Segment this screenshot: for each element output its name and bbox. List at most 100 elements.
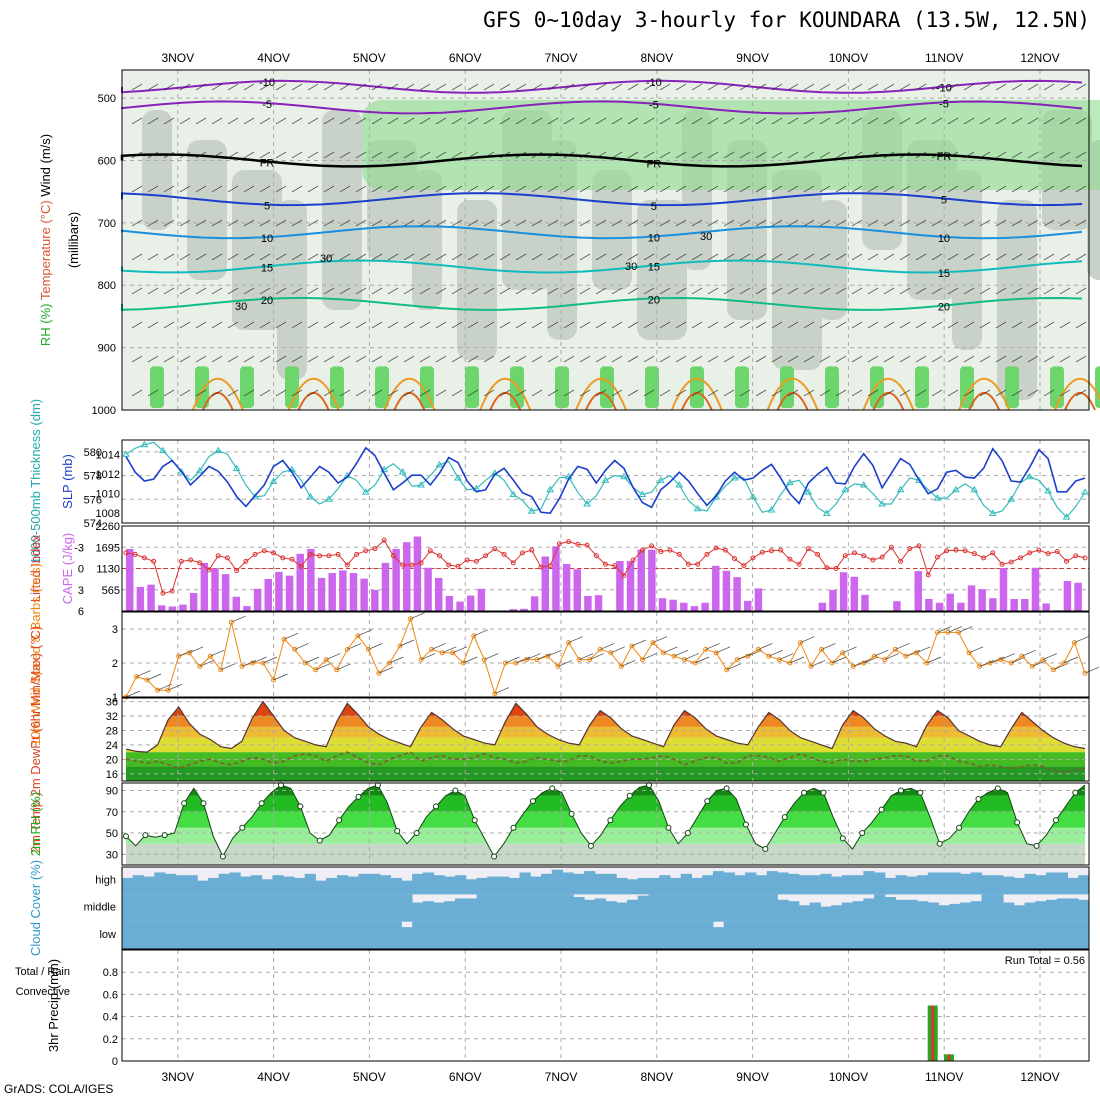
cloud-cell — [895, 921, 907, 949]
cloud-cell — [250, 875, 263, 895]
wind-barb-10m — [874, 649, 889, 657]
wind-barb — [243, 151, 255, 159]
li-marker — [400, 562, 406, 568]
rh-marker — [723, 785, 730, 792]
wind-barb-10m — [283, 632, 299, 640]
date-label-bottom: 4NOV — [257, 1070, 290, 1084]
rh-marker — [897, 787, 904, 794]
wind-barb — [547, 83, 559, 91]
wind-barb — [851, 117, 863, 125]
wind-barb — [307, 117, 319, 125]
cloud-cell — [390, 894, 402, 922]
wind-barb — [419, 151, 431, 159]
wind-speed-marker — [376, 670, 382, 676]
wind-barb — [275, 253, 287, 261]
thickness-marker — [1025, 472, 1034, 480]
wind-barb — [419, 389, 431, 397]
wind-barb — [931, 389, 943, 397]
cloud-cell — [949, 921, 961, 949]
cloud-cell — [1067, 898, 1079, 922]
rh-moist-column — [240, 366, 254, 408]
thickness-marker — [435, 460, 444, 468]
wind-barb — [355, 321, 367, 329]
wind-barb — [243, 321, 255, 329]
wind-barb-10m — [146, 673, 162, 681]
wind-barb — [1075, 185, 1087, 193]
temperature-contour-label: 5 — [941, 194, 947, 206]
cloud-cell — [960, 921, 972, 949]
cloud-cell — [1046, 872, 1058, 895]
cloud-cell — [755, 875, 768, 895]
cloud-cell — [336, 921, 349, 949]
cloud-row-label: high — [95, 874, 116, 886]
wind-barb — [819, 321, 831, 329]
temperature-contour-label: 10 — [261, 233, 273, 245]
wind-barb — [803, 117, 815, 125]
wind-barb — [323, 253, 335, 261]
wind-barb — [595, 83, 607, 91]
temperature-contour-label: -10 — [646, 77, 662, 89]
wind-barb — [835, 185, 847, 193]
cloud-cell — [347, 921, 359, 949]
wind-barb — [211, 219, 223, 227]
wind-barb — [643, 151, 655, 159]
wind-barb-10m — [526, 653, 541, 660]
wind-barb — [723, 219, 735, 227]
rh-marker — [975, 795, 982, 802]
thickness-marker — [749, 492, 757, 500]
wind-barb — [739, 287, 751, 295]
li-marker — [990, 550, 996, 556]
date-label-bottom: 11NOV — [925, 1070, 963, 1084]
li-marker — [1064, 558, 1070, 564]
cloud-cell — [1013, 877, 1026, 895]
wind-barb — [627, 151, 639, 159]
cloud-cell — [992, 894, 1004, 922]
cloud-cell — [476, 877, 488, 895]
wind-speed-marker — [755, 646, 761, 652]
wind-barb — [1059, 355, 1071, 363]
wind-barb — [499, 151, 511, 159]
upper-air-ylabel-part: Wind (m/s) — [38, 134, 53, 197]
wind-barb — [435, 185, 447, 193]
temp-frame — [121, 697, 1090, 782]
wind-barb-10m — [842, 646, 857, 654]
li-marker — [971, 551, 977, 557]
wind-speed-marker — [249, 660, 255, 666]
cloud-cell — [240, 921, 252, 949]
wind-barb-10m — [357, 629, 372, 637]
wind-barb — [1059, 287, 1071, 295]
wind-barb-10m — [442, 646, 457, 654]
cloud-cell — [949, 903, 961, 922]
cape-bar — [275, 571, 283, 611]
wind-barb — [723, 389, 735, 397]
rh-moist-column — [285, 366, 299, 408]
li-marker — [888, 544, 894, 550]
rh-band — [412, 170, 442, 310]
upper-air-units: (millibars) — [66, 212, 81, 268]
wind-barb-10m — [1074, 636, 1089, 643]
cape-bar — [360, 578, 368, 611]
date-label-top: 5NOV — [353, 51, 386, 65]
cape-tick: 565 — [102, 585, 120, 597]
wind-speed-marker — [239, 663, 245, 669]
cloud-cell — [261, 879, 273, 895]
wind-speed-marker — [502, 660, 508, 666]
cloud-cell — [594, 873, 606, 895]
wind-barb — [499, 219, 511, 227]
cloud-cell — [326, 894, 338, 922]
li-marker — [1073, 553, 1079, 559]
cloud-cell — [605, 921, 617, 949]
wind-barb — [483, 219, 495, 227]
wind-barb — [787, 83, 799, 91]
wind-barb — [451, 151, 463, 159]
wind-barb — [275, 355, 287, 363]
wind-barb — [163, 321, 175, 329]
wind-barb — [451, 219, 463, 227]
wind-barb — [723, 83, 735, 91]
rh-marker — [994, 785, 1001, 792]
wind-barb — [739, 185, 751, 193]
wind-barb — [579, 321, 591, 329]
wind-barb — [787, 321, 799, 329]
wind-barb — [339, 185, 351, 193]
wind-barb — [899, 151, 911, 159]
